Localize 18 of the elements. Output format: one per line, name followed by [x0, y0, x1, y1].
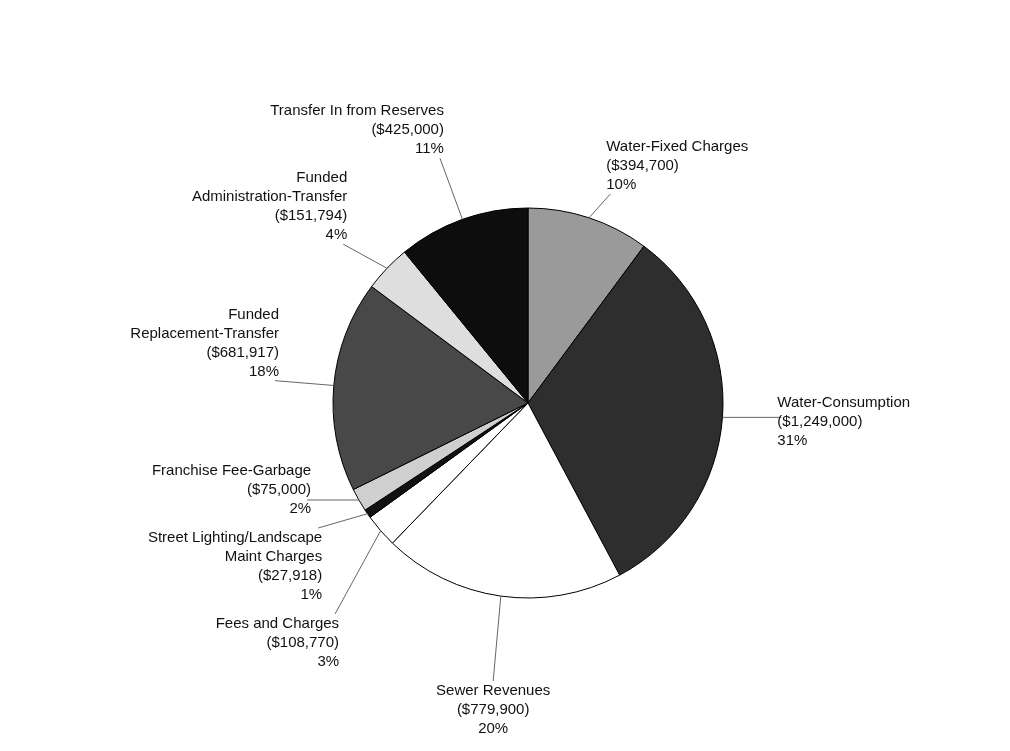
slice-label: Transfer In from Reserves: [270, 101, 444, 119]
slice-label: Funded Replacement-Transfer: [130, 304, 280, 341]
slice-label: Funded Administration-Transfer: [191, 168, 348, 205]
slice-label: Fees and Charges: [215, 614, 340, 631]
slice-label: Franchise Fee-Garbage: [151, 461, 312, 478]
data-label: ($27,918) 1%: [257, 566, 323, 602]
slice-label: Street Lighting/Landscape Maint Charges: [147, 528, 323, 564]
data-label: ($779,900) 20%: [456, 700, 530, 736]
slice-label: Water-Consumption: [777, 392, 911, 410]
data-label: ($425,000) 11%: [371, 120, 444, 157]
data-label: ($108,770) 3%: [266, 633, 340, 669]
data-label: ($1,249,000) 31%: [777, 411, 863, 448]
data-label: ($681,917) 18%: [206, 342, 280, 379]
slice-label: Sewer Revenues: [436, 681, 551, 698]
data-label: ($394,700) 10%: [606, 156, 679, 193]
data-label: ($151,794) 4%: [274, 206, 348, 243]
slice-label: Water-Fixed Charges: [606, 137, 749, 155]
data-label: ($75,000) 2%: [246, 480, 312, 516]
